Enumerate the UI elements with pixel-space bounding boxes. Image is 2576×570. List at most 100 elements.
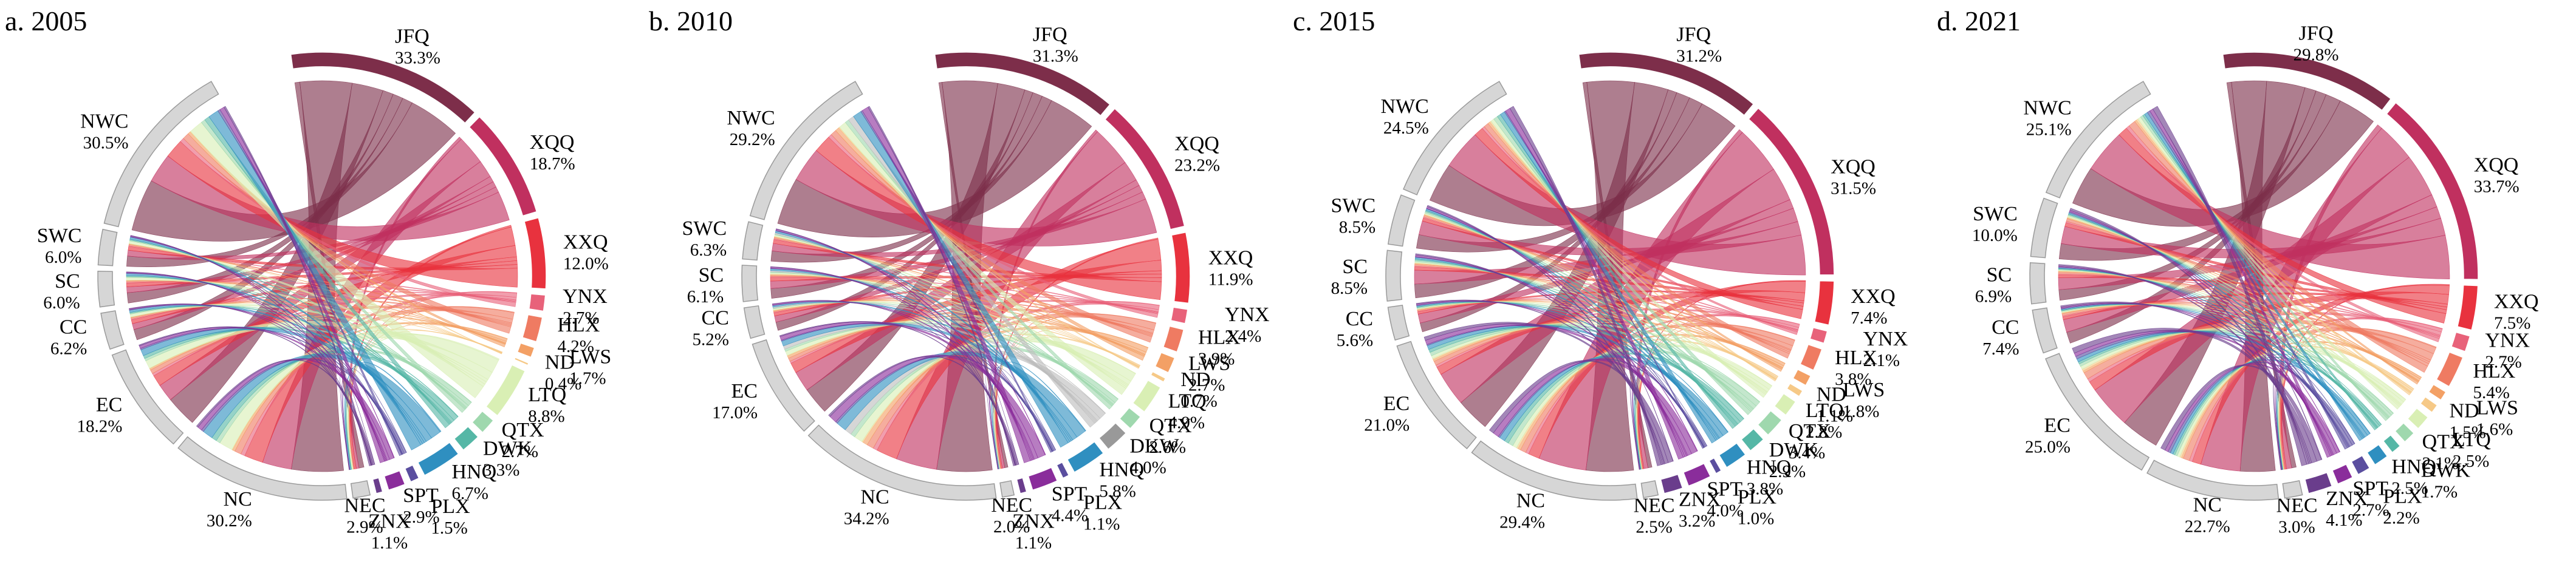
node-name: CC (1992, 316, 2019, 339)
node-percent: 6.9% (1975, 287, 2012, 307)
node-name: ZNX (1012, 511, 1055, 533)
arc-hnq (2366, 444, 2388, 466)
node-name: LWS (569, 346, 611, 368)
arc-plx (2351, 455, 2371, 475)
node-name: CC (1346, 308, 1373, 330)
node-name: NWC (727, 107, 775, 129)
node-name: HLX (2473, 360, 2515, 382)
node-name: ND (1817, 383, 1846, 405)
node-name: HNQ (1747, 456, 1792, 479)
arc-jfq (290, 52, 476, 124)
arc-znx (1016, 477, 1027, 494)
node-percent: 2.1% (1863, 351, 1900, 370)
node-name: PLX (2383, 485, 2422, 507)
node-percent: 5.2% (692, 330, 728, 350)
node-name: QTX (2422, 431, 2465, 453)
ribbon-cc-to-znx (129, 304, 372, 466)
node-percent: 6.0% (43, 293, 80, 313)
arc-qtx (471, 410, 495, 433)
node-percent: 2.9% (403, 507, 439, 527)
node-name: HNQ (2391, 456, 2436, 478)
label-cc: CC7.4% (1982, 316, 2019, 359)
ribbon-ec-to-znx (779, 321, 1018, 466)
node-name: NC (1516, 489, 1545, 512)
node-percent: 6.0% (45, 248, 81, 267)
node-percent: 1.1% (1015, 534, 1052, 553)
node-name: XQQ (2474, 154, 2519, 177)
node-name: QTX (502, 419, 544, 441)
node-percent: 6.2% (50, 339, 87, 358)
ribbon-sc-to-znx (2058, 264, 2311, 464)
node-name: YNX (1225, 304, 1270, 326)
arc-qtx (2394, 422, 2415, 443)
node-percent: 5.8% (1099, 481, 1136, 501)
arc-ec (752, 339, 815, 432)
node-percent: 22.7% (2185, 517, 2230, 537)
arc-dwk (453, 426, 479, 451)
node-name: EC (731, 380, 758, 402)
arc-nwc (749, 81, 863, 220)
arc-hnq (1066, 441, 1105, 473)
node-percent: 18.7% (530, 154, 575, 174)
node-percent: 10.0% (1972, 226, 2018, 245)
node-percent: 2.7% (502, 442, 538, 461)
ribbon-nec-to-lws (995, 328, 1149, 469)
arc-hlx (2436, 351, 2464, 387)
arc-nc (807, 424, 997, 501)
node-percent: 2.9% (346, 518, 383, 537)
node-percent: 0.7% (1180, 392, 1217, 411)
node-name: LWS (2476, 397, 2518, 419)
node-percent: 6.7% (452, 484, 488, 503)
node-name: ZNX (1679, 489, 1721, 511)
node-percent: 29.4% (1499, 512, 1545, 532)
node-name: SWC (1331, 194, 1375, 217)
arc-qtx (1757, 410, 1783, 436)
ribbon-ec-to-znx (1423, 322, 1669, 464)
node-percent: 0.4% (545, 375, 581, 394)
ribbon-nec-to-ltq (347, 334, 500, 470)
arc-swc (2030, 197, 2058, 259)
node-name: SC (55, 270, 80, 293)
node-percent: 3.0% (2278, 518, 2315, 537)
arc-xxq (524, 217, 547, 290)
node-percent: 8.5% (1339, 217, 1375, 237)
node-percent: 2.7% (2485, 353, 2521, 372)
node-percent: 30.5% (83, 134, 129, 153)
ribbon-cc-to-znx (1416, 299, 1665, 464)
node-name: XQQ (1174, 132, 1219, 155)
ribbon-sc-to-znx (126, 271, 372, 466)
ribbon-nec-to-znx (1629, 370, 1674, 470)
node-name: SPT (1707, 478, 1743, 501)
arc-nec (1640, 480, 1659, 498)
node-percent: 2.5% (1636, 517, 1672, 537)
node-percent: 2.1% (2422, 454, 2459, 473)
node-name: LWS (1188, 353, 1230, 375)
node-name: XXQ (1851, 285, 1896, 308)
label-cc: CC5.2% (692, 307, 728, 350)
node-name: ND (1180, 368, 1210, 391)
arc-xxq (1814, 280, 1835, 326)
ribbon-nc-to-spt (197, 358, 394, 460)
node-percent: 1.5% (2449, 422, 2485, 442)
node-name: NEC (1634, 494, 1675, 517)
arc-spt (1682, 463, 1711, 487)
